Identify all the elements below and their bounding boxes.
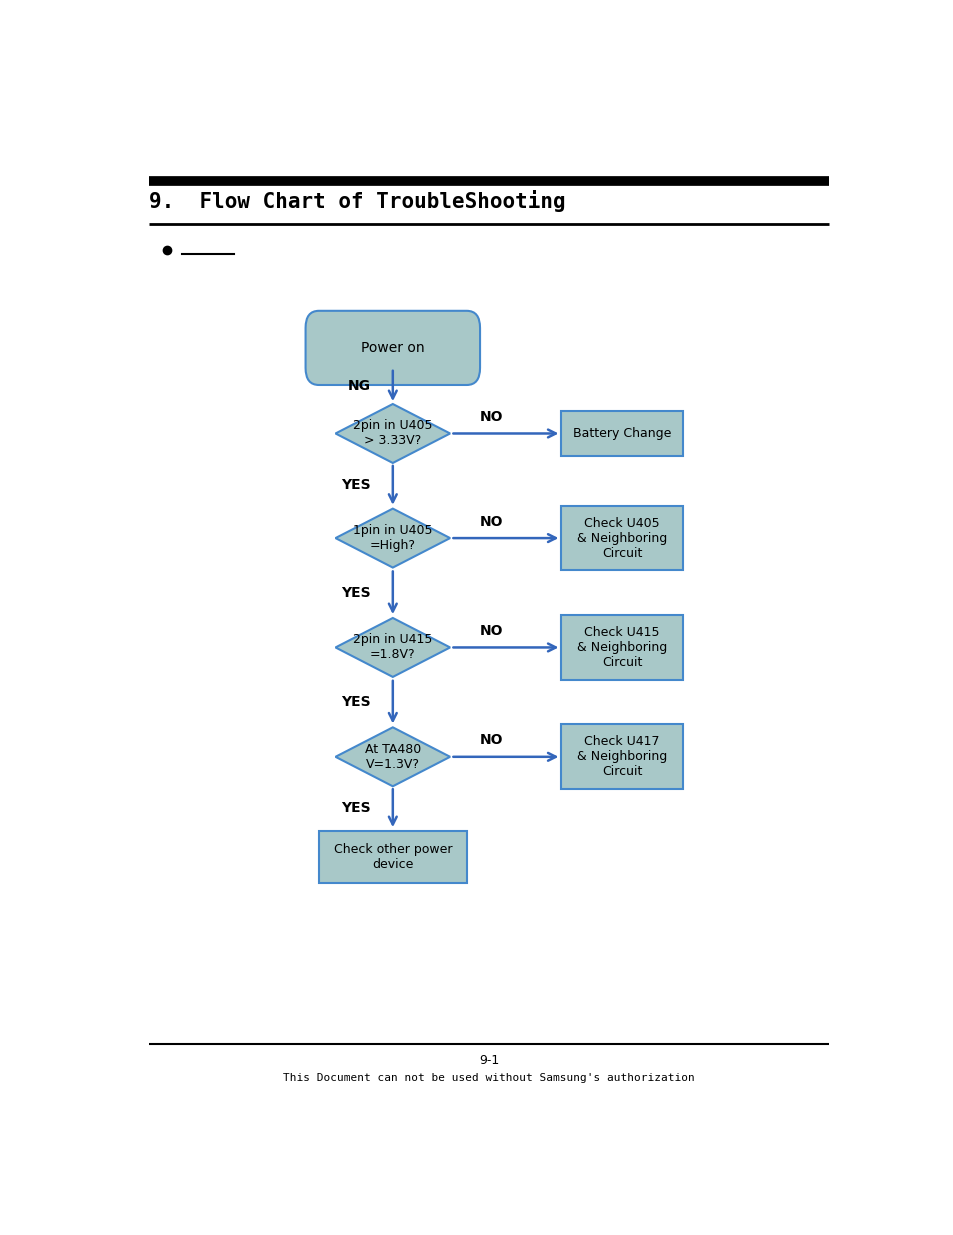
Polygon shape	[335, 509, 450, 568]
Text: NO: NO	[479, 515, 502, 529]
Text: 2pin in U415
=1.8V?: 2pin in U415 =1.8V?	[353, 634, 432, 662]
Text: NO: NO	[479, 410, 502, 424]
Text: NO: NO	[479, 624, 502, 638]
Text: At TA480
V=1.3V?: At TA480 V=1.3V?	[364, 742, 420, 771]
Polygon shape	[335, 404, 450, 463]
Text: This Document can not be used without Samsung's authorization: This Document can not be used without Sa…	[283, 1073, 694, 1083]
Text: NG: NG	[347, 379, 370, 393]
FancyBboxPatch shape	[560, 506, 682, 571]
Text: 9.  Flow Chart of TroubleShooting: 9. Flow Chart of TroubleShooting	[149, 190, 565, 212]
Text: Check U417
& Neighboring
Circuit: Check U417 & Neighboring Circuit	[577, 735, 666, 778]
FancyBboxPatch shape	[318, 830, 466, 883]
Text: YES: YES	[340, 695, 370, 709]
Text: YES: YES	[340, 585, 370, 600]
FancyBboxPatch shape	[560, 615, 682, 679]
Text: YES: YES	[340, 802, 370, 815]
Text: Check U415
& Neighboring
Circuit: Check U415 & Neighboring Circuit	[577, 626, 666, 669]
Text: 9-1: 9-1	[478, 1053, 498, 1067]
Text: Battery Change: Battery Change	[572, 427, 671, 440]
Text: Check U405
& Neighboring
Circuit: Check U405 & Neighboring Circuit	[577, 516, 666, 559]
FancyBboxPatch shape	[305, 311, 479, 385]
FancyBboxPatch shape	[560, 725, 682, 789]
Text: Power on: Power on	[360, 341, 424, 354]
Polygon shape	[335, 727, 450, 787]
Text: Check other power
device: Check other power device	[334, 842, 452, 871]
FancyBboxPatch shape	[560, 411, 682, 456]
Text: 2pin in U405
> 3.33V?: 2pin in U405 > 3.33V?	[353, 420, 432, 447]
Text: 1pin in U405
=High?: 1pin in U405 =High?	[353, 524, 432, 552]
Text: NO: NO	[479, 734, 502, 747]
Text: YES: YES	[340, 478, 370, 493]
Polygon shape	[335, 618, 450, 677]
